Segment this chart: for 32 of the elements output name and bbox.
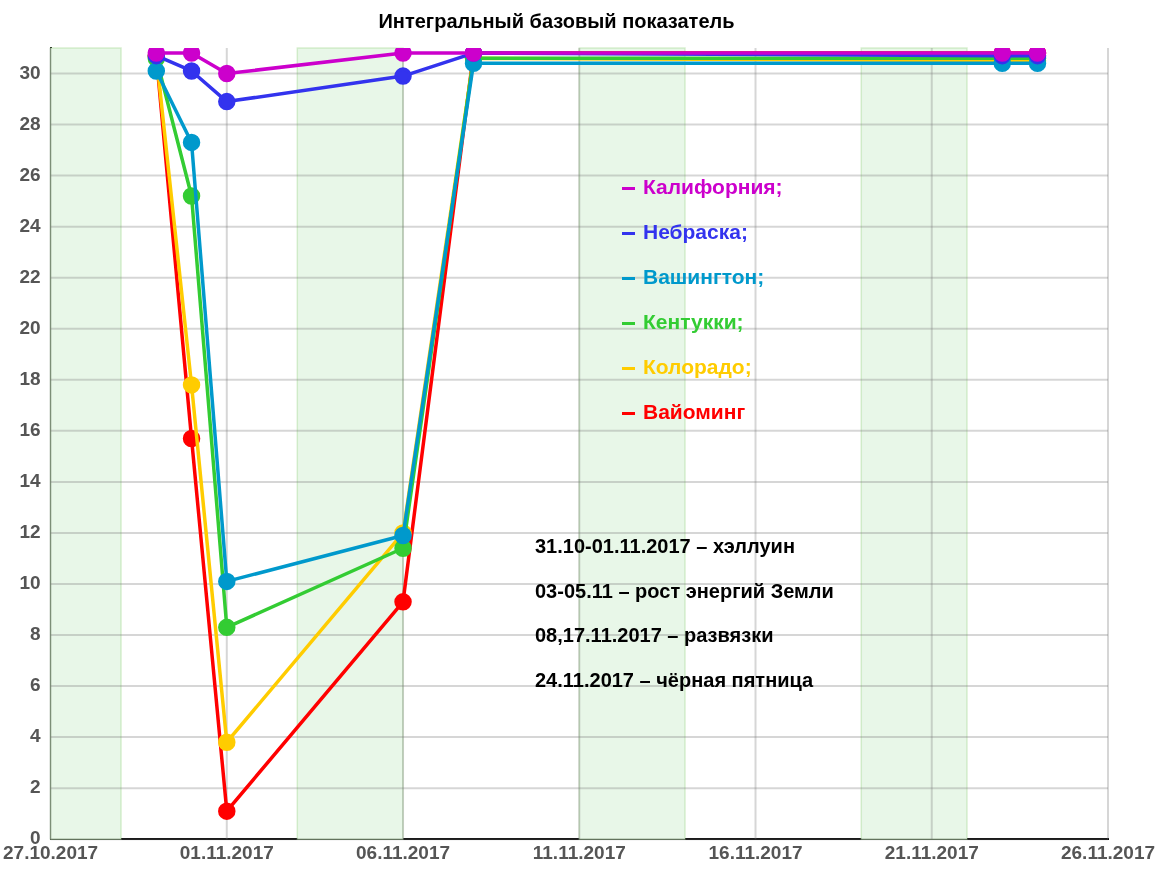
y-tick-label: 14 <box>19 470 41 492</box>
y-tick-label: 6 <box>29 674 41 696</box>
y-tick-label: 4 <box>29 725 41 747</box>
y-tick-label: 26 <box>19 163 41 185</box>
y-tick-label: 18 <box>19 368 41 390</box>
y-tick-label: 16 <box>19 419 41 441</box>
legend-label: Вашингтон; <box>643 265 765 288</box>
legend-label: Небраска; <box>643 220 748 243</box>
x-tick-label: 16.11.2017 <box>708 841 803 863</box>
chart-title: Интегральный базовый показатель <box>378 9 735 32</box>
y-tick-label: 28 <box>19 112 41 134</box>
y-tick-label: 10 <box>19 572 41 594</box>
y-tick-label: 12 <box>19 521 41 543</box>
y-tick-label: 20 <box>19 316 41 338</box>
annotation: 08,17.11.2017 – развязки <box>535 624 775 648</box>
x-tick-label: 11.11.2017 <box>532 841 626 863</box>
legend-label: Вайоминг <box>643 400 746 423</box>
x-tick-label: 01.11.2017 <box>179 841 274 863</box>
legend-label: Колорадо; <box>643 355 752 378</box>
y-tick-label: 2 <box>29 776 41 798</box>
y-tick-label: 30 <box>19 61 41 83</box>
annotation: 03-05.11 – рост энергий Земли <box>535 579 834 604</box>
y-tick-label: 24 <box>19 214 41 236</box>
annotation: 24.11.2017 – чёрная пятница <box>535 668 815 693</box>
y-tick-label: 22 <box>19 265 41 287</box>
x-tick-label: 26.11.2017 <box>1060 841 1156 863</box>
x-tick-label: 21.11.2017 <box>884 841 979 863</box>
legend-label: Кентукки; <box>643 310 744 333</box>
legend-label: Калифорния; <box>643 175 783 198</box>
y-tick-label: 8 <box>29 623 41 645</box>
x-tick-label: 06.11.2017 <box>356 841 451 863</box>
annotation: 31.10-01.11.2017 – хэллуин <box>535 535 796 559</box>
